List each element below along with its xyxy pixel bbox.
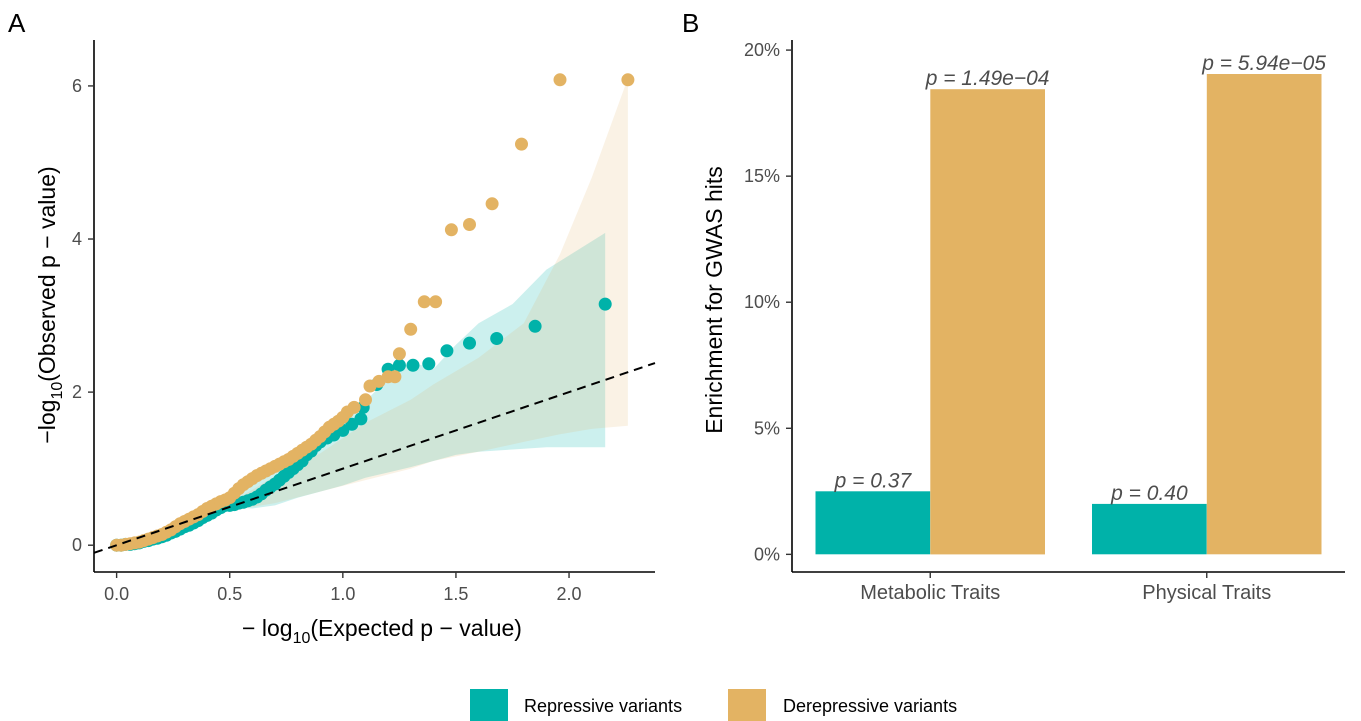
y-tick-label: 0% (754, 544, 780, 564)
point-repressive (392, 358, 406, 372)
point-repressive (598, 297, 612, 311)
point-repressive (528, 319, 542, 333)
x-tick-label: Metabolic Traits (860, 582, 1000, 604)
y-tick-label: 5% (754, 418, 780, 438)
y-tick-label: 2 (72, 382, 82, 402)
y-tick-label: 10% (744, 292, 780, 312)
point-derepressive (388, 370, 402, 384)
x-tick-label: 0.0 (104, 584, 129, 604)
bars (815, 74, 1322, 555)
qq-plot: 0.0 0.5 1.0 1.5 2.0 0 2 4 6 − log10(Expected p … (34, 40, 656, 647)
point-derepressive (392, 347, 406, 361)
y-ticks: 0% 5% 10% 15% 20% (744, 40, 792, 564)
point-repressive (490, 332, 504, 345)
x-tick-label: Physical Traits (1142, 582, 1271, 604)
confidence-bands (229, 78, 628, 511)
x-tick-label: 1.5 (443, 584, 468, 604)
point-derepressive (463, 218, 476, 231)
point-derepressive (515, 137, 528, 151)
legend-label-derepressive: Derepressive variants (783, 696, 957, 716)
legend-key-derepressive (728, 689, 766, 721)
y-tick-label: 6 (72, 76, 82, 96)
x-tick-label: 1.0 (330, 584, 355, 604)
point-derepressive (553, 73, 567, 87)
y-tick-label: 20% (744, 40, 780, 60)
y-tick-label: 4 (72, 229, 82, 249)
y-tick-label: 0 (72, 535, 82, 555)
y-axis-title: Enrichment for GWAS hits (701, 166, 727, 434)
bar-p-value-label: p = 5.94e−05 (1201, 52, 1326, 75)
legend-label-repressive: Repressive variants (524, 696, 682, 716)
bar-repressive (1092, 503, 1207, 555)
legend-key-repressive (470, 689, 508, 721)
legend: Repressive variants Derepressive variant… (470, 689, 957, 721)
point-derepressive (621, 73, 635, 87)
point-repressive (354, 412, 368, 426)
point-repressive (406, 358, 420, 372)
panel-b-label: B (682, 8, 699, 38)
bar-repressive (815, 491, 931, 555)
bar-labels: p = 0.37 p = 1.49e−04 p = 0.40 p = 5.94e−05 (834, 52, 1327, 505)
point-derepressive (359, 393, 372, 407)
y-tick-label: 15% (744, 166, 780, 186)
bar-p-value-label: p = 0.37 (834, 469, 913, 492)
point-derepressive (347, 400, 361, 414)
reference-line (93, 362, 656, 554)
bar-chart: p = 0.37 p = 1.49e−04 p = 0.40 p = 5.94e−05… (701, 40, 1345, 604)
bar-derepressive (930, 89, 1045, 555)
y-ticks: 0 2 4 6 (72, 76, 94, 555)
x-ticks: Metabolic Traits Physical Traits (860, 572, 1271, 604)
bar-derepressive (1206, 74, 1322, 555)
bar-p-value-label: p = 1.49e−04 (925, 67, 1050, 90)
point-derepressive (417, 295, 431, 309)
data-points (110, 73, 635, 552)
point-derepressive (404, 322, 418, 336)
point-derepressive (485, 197, 499, 211)
x-tick-label: 2.0 (557, 584, 582, 604)
y-axis-title: −log10(Observed p − value) (34, 166, 66, 443)
point-repressive (463, 336, 476, 350)
point-repressive (440, 344, 454, 358)
point-derepressive (429, 295, 443, 309)
point-derepressive (444, 223, 458, 237)
x-tick-label: 0.5 (217, 584, 242, 604)
bar-p-value-label: p = 0.40 (1110, 482, 1188, 505)
x-ticks: 0.0 0.5 1.0 1.5 2.0 (104, 572, 582, 604)
x-axis-title: − log10(Expected p − value) (242, 615, 522, 647)
ci-band-derepressive (229, 78, 628, 511)
panel-a-label: A (8, 8, 26, 38)
point-repressive (422, 357, 436, 371)
